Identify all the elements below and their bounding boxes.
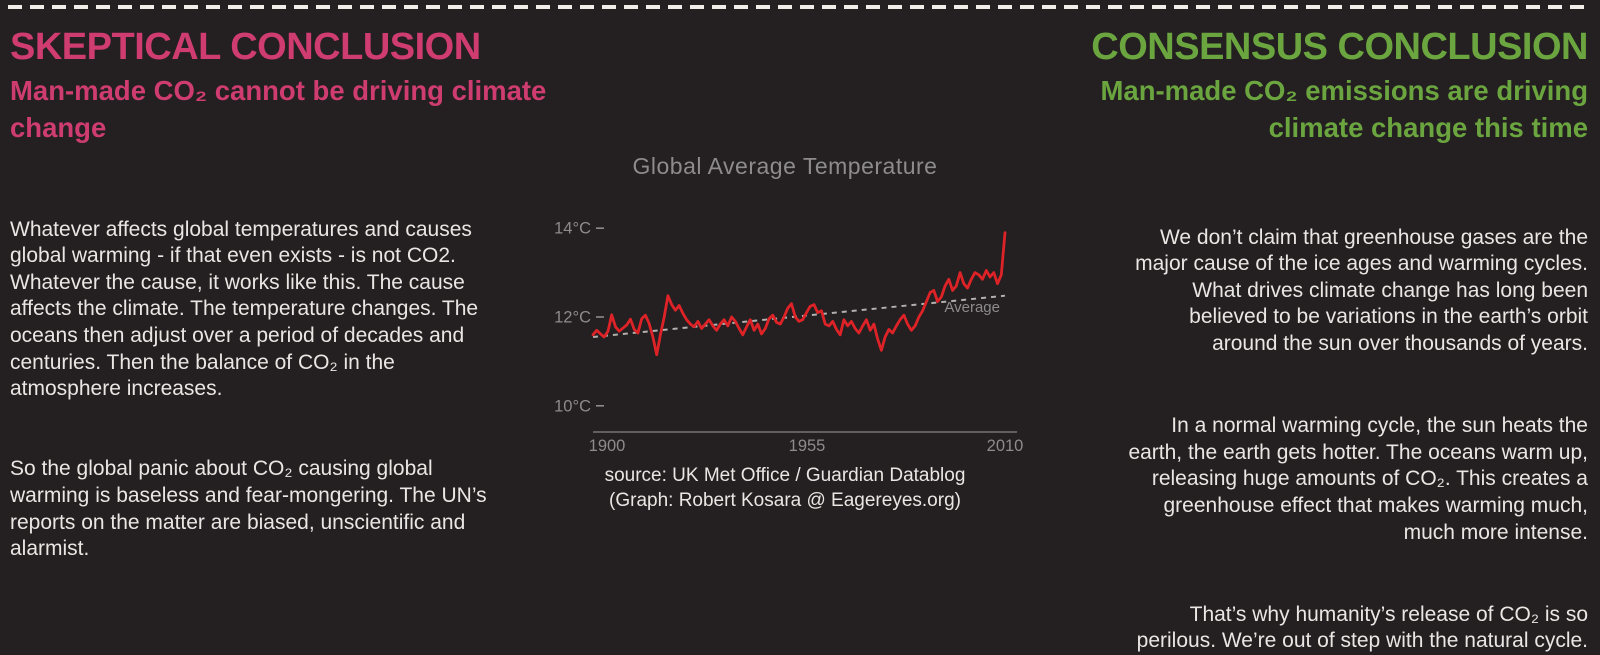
chart-source-credit: source: UK Met Office / Guardian Datablo… bbox=[604, 465, 966, 511]
chart-title: Global Average Temperature bbox=[632, 153, 938, 179]
skeptical-body: Whatever affects global temperatures and… bbox=[10, 190, 570, 616]
consensus-paragraph-1: We don’t claim that greenhouse gases are… bbox=[1135, 225, 1588, 355]
temperature-chart: 14°C 12°C 10°C 1900 1955 2010 Average bbox=[554, 220, 1024, 455]
consensus-title: CONSENSUS CONCLUSION bbox=[1091, 26, 1588, 68]
y-axis-label-10c: 10°C bbox=[554, 397, 591, 415]
average-trend-label: Average bbox=[944, 299, 1000, 316]
top-dashed-divider bbox=[8, 5, 1592, 9]
consensus-body: We don’t claim that greenhouse gases are… bbox=[1008, 198, 1588, 655]
y-axis-label-12c: 12°C bbox=[554, 309, 591, 327]
consensus-subtitle: Man-made CO₂ emissions are driving clima… bbox=[1100, 75, 1589, 143]
x-axis-label-1955: 1955 bbox=[789, 437, 826, 455]
skeptical-paragraph-1: Whatever affects global temperatures and… bbox=[10, 217, 479, 401]
chart-series-layer bbox=[591, 231, 1007, 357]
consensus-paragraph-3: That’s why humanity’s release of CO₂ is … bbox=[1136, 602, 1588, 653]
skeptical-paragraph-2: So the global panic about CO₂ causing gl… bbox=[10, 457, 487, 561]
x-axis-label-1900: 1900 bbox=[589, 437, 626, 455]
y-axis-label-14c: 14°C bbox=[554, 220, 591, 238]
average-trend-line bbox=[592, 294, 1006, 338]
x-axis-label-2010: 2010 bbox=[987, 437, 1024, 455]
consensus-paragraph-2: In a normal warming cycle, the sun heats… bbox=[1128, 414, 1588, 544]
skeptical-subtitle: Man-made CO₂ cannot be driving climate c… bbox=[10, 75, 547, 143]
skeptical-title: SKEPTICAL CONCLUSION bbox=[10, 26, 481, 68]
temperature-line bbox=[591, 231, 1007, 357]
